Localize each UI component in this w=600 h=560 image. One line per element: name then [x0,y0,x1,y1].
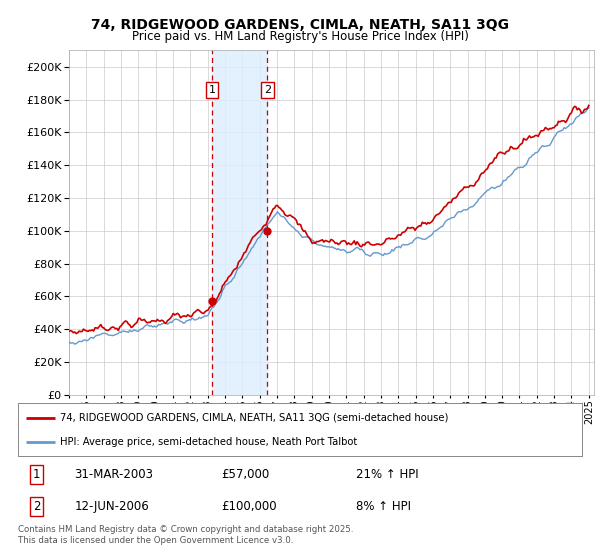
Text: HPI: Average price, semi-detached house, Neath Port Talbot: HPI: Average price, semi-detached house,… [60,437,358,447]
Text: 31-MAR-2003: 31-MAR-2003 [74,468,154,482]
Text: Price paid vs. HM Land Registry's House Price Index (HPI): Price paid vs. HM Land Registry's House … [131,30,469,43]
Text: 8% ↑ HPI: 8% ↑ HPI [356,500,412,513]
Text: 2: 2 [264,85,271,95]
Text: £57,000: £57,000 [221,468,269,482]
Text: 2: 2 [33,500,40,513]
Text: 1: 1 [33,468,40,482]
Text: 21% ↑ HPI: 21% ↑ HPI [356,468,419,482]
Bar [212,50,268,395]
Text: 74, RIDGEWOOD GARDENS, CIMLA, NEATH, SA11 3QG (semi-detached house): 74, RIDGEWOOD GARDENS, CIMLA, NEATH, SA1… [60,413,449,423]
Text: £100,000: £100,000 [221,500,277,513]
Text: Contains HM Land Registry data © Crown copyright and database right 2025.
This d: Contains HM Land Registry data © Crown c… [18,525,353,545]
Text: 1: 1 [208,85,215,95]
Text: 12-JUN-2006: 12-JUN-2006 [74,500,149,513]
Text: 74, RIDGEWOOD GARDENS, CIMLA, NEATH, SA11 3QG: 74, RIDGEWOOD GARDENS, CIMLA, NEATH, SA1… [91,18,509,32]
